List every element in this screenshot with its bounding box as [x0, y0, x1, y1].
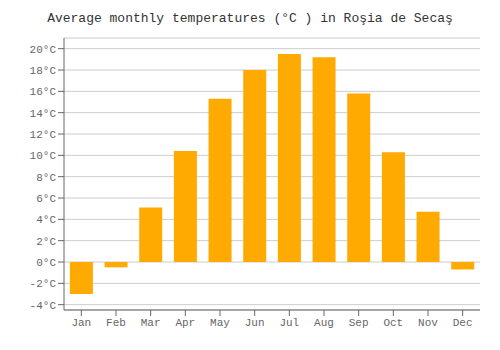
svg-text:Feb: Feb	[106, 317, 126, 329]
svg-text:-2°C: -2°C	[30, 278, 57, 290]
svg-text:-4°C: -4°C	[30, 300, 57, 312]
svg-text:Jan: Jan	[71, 317, 91, 329]
svg-text:Sep: Sep	[349, 317, 369, 329]
svg-text:Nov: Nov	[418, 317, 438, 329]
svg-text:16°C: 16°C	[30, 86, 57, 98]
svg-text:Aug: Aug	[314, 317, 334, 329]
svg-text:6°C: 6°C	[36, 193, 56, 205]
svg-text:10°C: 10°C	[30, 150, 57, 162]
svg-text:2°C: 2°C	[36, 236, 56, 248]
svg-text:20°C: 20°C	[30, 44, 57, 56]
svg-text:0°C: 0°C	[36, 257, 56, 269]
html-text:Average monthly temperatures (: Average monthly temperatures (°C ) in Ro…	[47, 11, 453, 26]
svg-text:Mar: Mar	[141, 317, 161, 329]
svg-text:8°C: 8°C	[36, 172, 56, 184]
svg-text:Jul: Jul	[279, 317, 299, 329]
svg-text:Apr: Apr	[175, 317, 195, 329]
svg-text:Jun: Jun	[245, 317, 265, 329]
svg-text:14°C: 14°C	[30, 108, 57, 120]
svg-text:May: May	[210, 317, 230, 329]
svg-text:18°C: 18°C	[30, 65, 57, 77]
svg-text:Oct: Oct	[383, 317, 403, 329]
svg-text:Dec: Dec	[453, 317, 473, 329]
svg-text:4°C: 4°C	[36, 214, 56, 226]
svg-text:12°C: 12°C	[30, 129, 57, 141]
